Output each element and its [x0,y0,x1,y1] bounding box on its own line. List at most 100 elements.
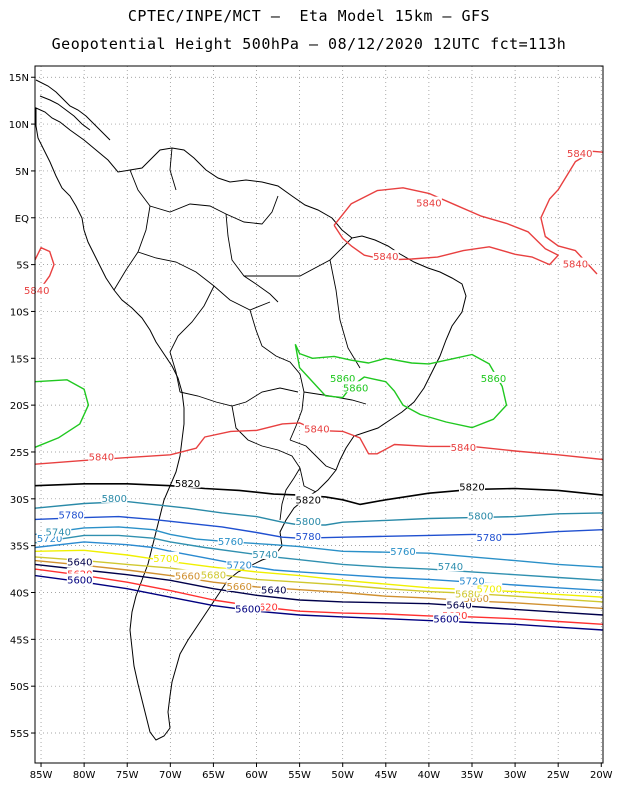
contour-label-bg [446,598,473,610]
contour-5840 [333,187,559,266]
contour-label-bg [566,147,593,159]
contour-5840 [540,150,603,275]
contour-label-5800: 5800 [468,512,493,523]
contour-5660 [35,559,603,610]
contour-label-5720: 5720 [227,560,252,571]
contour-label-5840: 5840 [373,252,398,263]
contour-label-5640: 5640 [67,558,92,569]
lat-tick-label: 10N [9,120,29,131]
lat-tick-label: 15N [9,73,29,84]
lon-tick-label: 30W [504,770,527,781]
contour-label-bg [174,569,201,581]
contour-label-5600: 5600 [433,615,458,626]
contour-label-5620: 5620 [252,602,277,613]
contour-label-bg [23,283,50,295]
contour-label-5840: 5840 [563,260,588,271]
contour-label-5740: 5740 [252,550,277,561]
contour-label-bg [476,582,503,594]
contour-label-bg [226,558,253,570]
contour-label-5740: 5740 [438,562,463,573]
contour-label-bg [562,257,589,269]
contour-label-bg [467,509,494,521]
lat-tick-label: 50S [10,682,29,693]
contour-label-bg [217,534,244,546]
lat-tick-label: 5N [15,167,29,178]
contour-label-bg [295,515,322,527]
map-title: CPTEC/INPE/MCT – Eta Model 15km – GFS [127,7,491,25]
contour-label-bg [153,551,180,563]
contour-label-5680: 5680 [201,571,226,582]
lon-tick-label: 40W [418,770,441,781]
lon-tick-label: 60W [245,770,268,781]
contour-label-bg [36,532,63,544]
contour-label-5840: 5840 [89,453,114,464]
contour-label-bg [252,600,279,612]
contour-label-bg [372,250,399,262]
lat-tick-label: 55S [10,729,29,740]
contour-5760 [35,526,603,568]
lat-tick-label: 5S [16,261,29,272]
contour-label-5680: 5680 [455,589,480,600]
contour-label-bg [101,491,128,503]
contour-label-bg [450,441,477,453]
contour-label-5760: 5760 [218,537,243,548]
south-america-coastline [35,107,467,741]
contour-label-5600: 5600 [235,604,260,615]
contour-label-5800: 5800 [295,517,320,528]
contour-label-5840: 5840 [24,286,49,297]
contour-label-5860: 5860 [330,374,355,385]
contour-label-bg [342,381,369,393]
contour-label-5640: 5640 [261,586,286,597]
lat-tick-label: 10S [10,307,29,318]
contour-label-5780: 5780 [58,511,83,522]
graticule-grid [35,66,603,763]
lon-tick-label: 20W [590,770,613,781]
contour-label-5860: 5860 [481,374,506,385]
contour-label-bg [295,530,322,542]
contour-label-bg [66,555,93,567]
contour-label-bg [433,612,460,624]
contour-label-bg [303,422,330,434]
contour-label-bg [415,196,442,208]
contour-label-bg [458,574,485,586]
lon-tick-label: 55W [288,770,311,781]
contour-5600 [35,574,603,631]
contour-label-5820: 5820 [295,496,320,507]
lat-tick-label: EQ [15,214,29,225]
lon-tick-label: 65W [202,770,225,781]
contour-label-bg [480,371,507,383]
contour-label-5800: 5800 [102,494,127,505]
contour-label-5780: 5780 [295,532,320,543]
lat-tick-label: 30S [10,495,29,506]
contour-label-5820: 5820 [459,483,484,494]
contour-label-5840: 5840 [304,424,329,435]
contour-label-5860: 5860 [343,383,368,394]
contour-label-bg [66,573,93,585]
contour-label-bg [234,602,261,614]
contour-label-5600: 5600 [67,575,92,586]
lon-tick-label: 35W [461,770,484,781]
contour-label-5820: 5820 [175,479,200,490]
contour-label-bg [66,567,93,579]
contour-label-bg [295,493,322,505]
contour-label-5840: 5840 [416,199,441,210]
lon-tick-label: 80W [73,770,96,781]
contour-label-bg [252,548,279,560]
contour-5820 [35,483,603,506]
contour-label-5780: 5780 [477,533,502,544]
central-america-coastline [35,79,111,141]
contour-label-bg [88,450,115,462]
contour-label-bg [329,371,356,383]
country-borders [35,79,467,741]
contour-5740 [35,534,603,581]
contour-lines [35,150,603,631]
contour-labels: 5620562056205600560056005640564056405660… [23,147,593,626]
contour-label-bg [174,476,201,488]
contour-label-bg [260,583,287,595]
contour-label-5700: 5700 [153,554,178,565]
contour-label-5660: 5660 [227,582,252,593]
contour-label-5840: 5840 [567,149,592,160]
contour-label-bg [458,480,485,492]
contour-label-5720: 5720 [459,576,484,587]
